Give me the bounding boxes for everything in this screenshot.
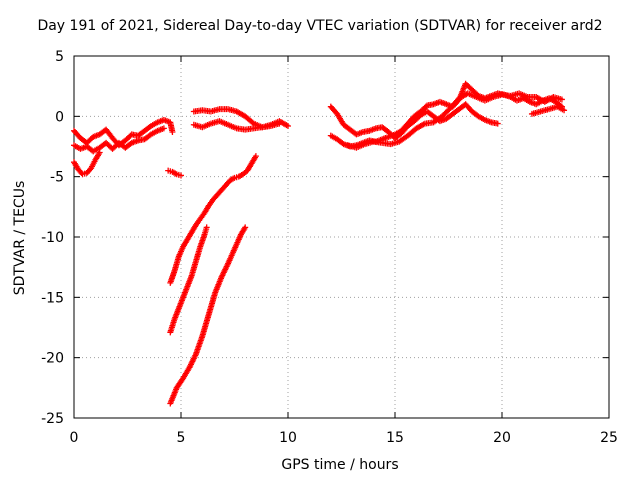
y-tick-label: -10 bbox=[41, 230, 64, 246]
series-trace-b bbox=[71, 125, 167, 155]
series-trace-k bbox=[327, 101, 501, 142]
data-markers bbox=[71, 80, 568, 407]
x-axis-label: GPS time / hours bbox=[281, 457, 399, 473]
axis-ticks: 0 5 10 15 20 25 5 0 -5 -10 -15 -20 -25 bbox=[41, 49, 618, 446]
data-point bbox=[96, 149, 103, 156]
chart-title: Day 191 of 2021, Sidereal Day-to-day VTE… bbox=[37, 18, 603, 34]
series-trace-h bbox=[167, 224, 210, 336]
data-point bbox=[285, 122, 291, 129]
x-tick-label: 25 bbox=[600, 430, 618, 446]
series-trace-m bbox=[528, 103, 568, 117]
series-trace-a bbox=[71, 116, 176, 149]
data-point bbox=[169, 129, 176, 136]
x-tick-label: 20 bbox=[493, 430, 511, 446]
data-point bbox=[178, 172, 184, 179]
series-trace-d bbox=[165, 167, 184, 179]
data-point bbox=[558, 96, 565, 103]
grid-lines bbox=[74, 56, 609, 418]
y-tick-label: 5 bbox=[55, 49, 64, 65]
series-trace-l bbox=[344, 90, 565, 151]
series-trace-f bbox=[190, 118, 283, 133]
data-point bbox=[203, 224, 210, 231]
series-trace-g bbox=[167, 153, 259, 286]
x-tick-label: 15 bbox=[386, 430, 404, 446]
x-tick-label: 5 bbox=[177, 430, 186, 446]
series-trace-c bbox=[71, 149, 103, 178]
y-axis-label: SDTVAR / TECUs bbox=[12, 180, 28, 296]
y-tick-label: -25 bbox=[41, 411, 64, 427]
y-tick-label: -15 bbox=[41, 290, 64, 306]
data-point bbox=[242, 224, 249, 231]
data-point bbox=[276, 120, 283, 127]
y-tick-label: -5 bbox=[50, 170, 64, 186]
data-point bbox=[494, 120, 501, 127]
series-trace-i bbox=[167, 224, 249, 407]
data-point bbox=[561, 107, 568, 114]
data-point bbox=[252, 153, 259, 160]
data-point bbox=[160, 125, 167, 132]
x-tick-label: 10 bbox=[279, 430, 297, 446]
y-tick-label: -20 bbox=[41, 351, 64, 367]
y-tick-label: 0 bbox=[55, 109, 64, 125]
x-tick-label: 0 bbox=[70, 430, 79, 446]
